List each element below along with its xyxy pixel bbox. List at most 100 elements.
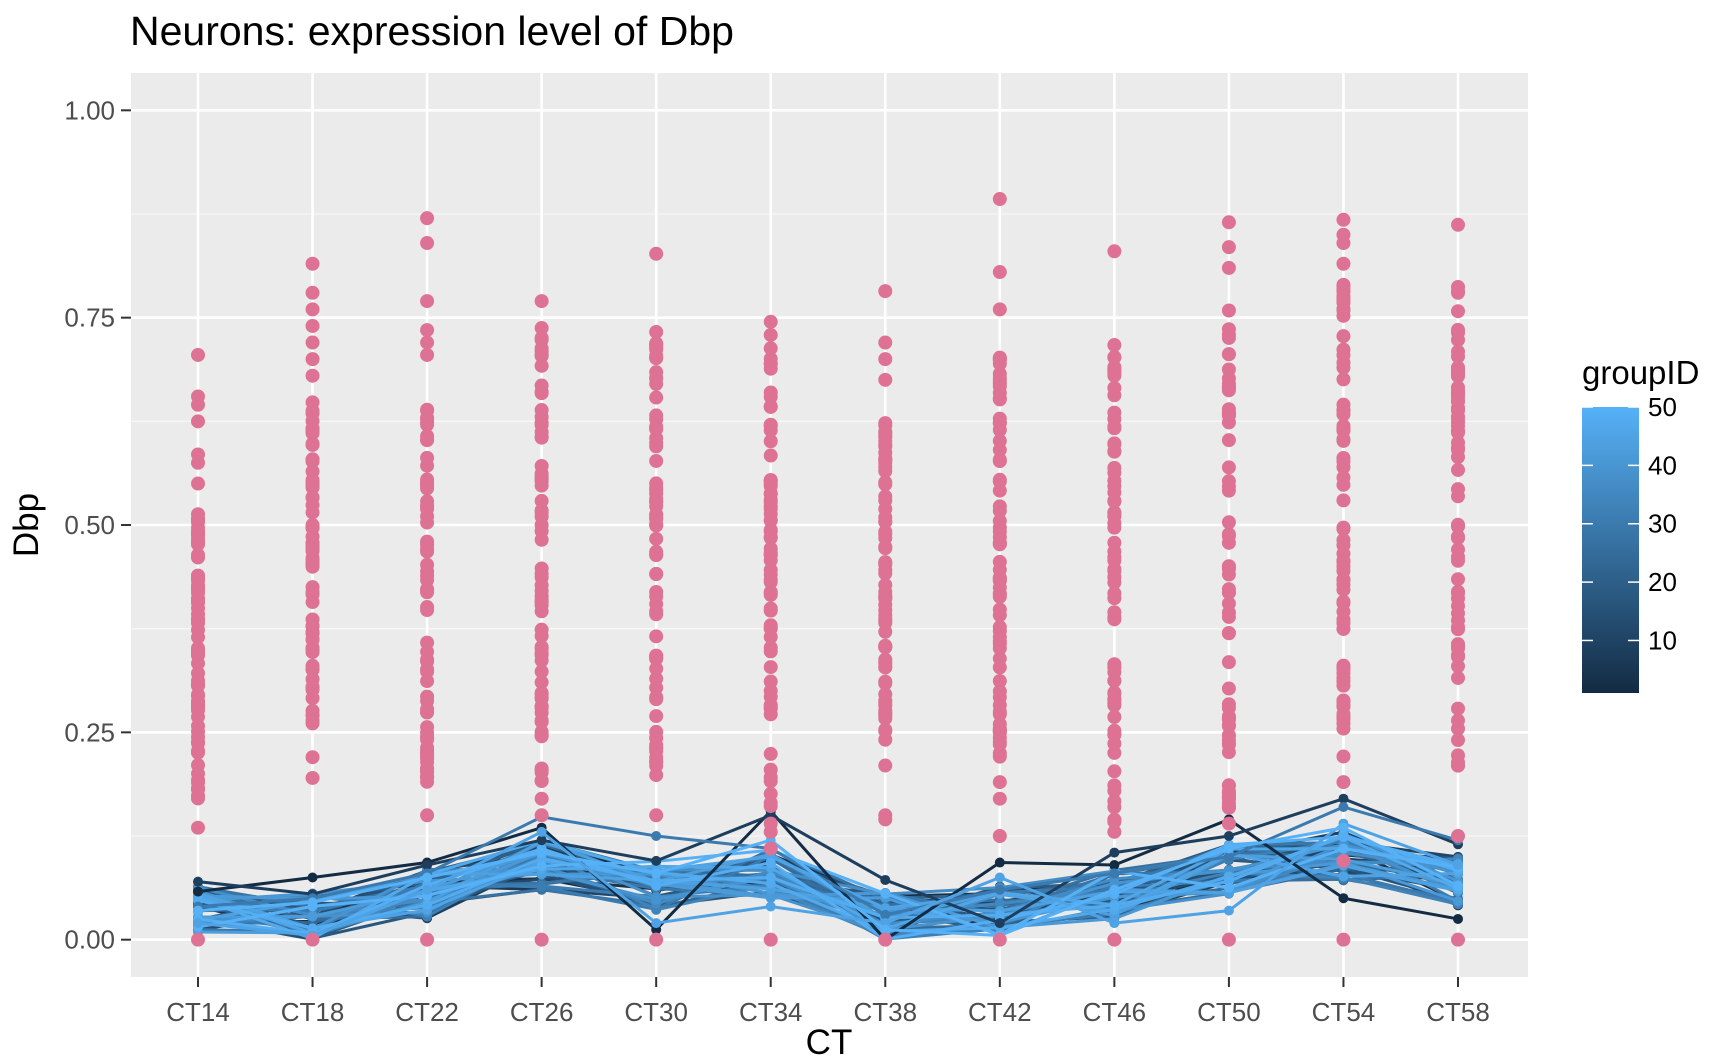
expression-point [191, 511, 205, 526]
group-point [1109, 847, 1120, 858]
expression-point [992, 376, 1007, 391]
expression-point [534, 458, 549, 473]
expression-point [534, 330, 549, 345]
expression-point [1221, 240, 1236, 255]
expression-point [1221, 260, 1236, 275]
expression-point [1451, 425, 1465, 440]
group-point [536, 826, 547, 837]
legend-tick-label: 30 [1648, 509, 1677, 539]
expression-point [1336, 212, 1351, 227]
expression-point [1221, 681, 1236, 696]
expression-point [1107, 800, 1122, 815]
x-axis: CT14 CT18 CT22 CT26 CT30 CT34 CT38 CT42 CT46 CT50… [166, 977, 1490, 1027]
x-tick-label: CT50 [1197, 997, 1261, 1027]
legend-title: groupID [1582, 354, 1700, 391]
expression-point [1336, 423, 1351, 438]
expression-point [1336, 403, 1351, 418]
expression-point [420, 335, 435, 350]
expression-point [1107, 824, 1122, 839]
expression-point [191, 414, 205, 429]
group-point [307, 911, 318, 922]
group-point [193, 886, 203, 897]
expression-point [1336, 277, 1351, 292]
expression-point [1107, 764, 1122, 779]
expression-point [1336, 256, 1351, 271]
expression-point [305, 480, 320, 495]
expression-point [649, 744, 664, 759]
expression-point [992, 392, 1007, 407]
expression-point [1336, 697, 1351, 712]
expression-point [878, 676, 893, 691]
expression-point [305, 770, 320, 785]
group-point [1223, 831, 1234, 842]
expression-point [191, 397, 205, 412]
expression-point [992, 651, 1007, 666]
expression-point [305, 256, 320, 271]
expression-point [649, 324, 664, 339]
expression-point [878, 510, 893, 525]
expression-point [1107, 485, 1122, 500]
expression-point [878, 284, 893, 299]
expression-point [1451, 713, 1465, 728]
group-point [1338, 871, 1349, 882]
x-tick-label: CT26 [510, 997, 574, 1027]
expression-point [992, 265, 1007, 280]
expression-point [763, 385, 778, 400]
expression-point [649, 808, 664, 823]
expression-point [649, 607, 664, 622]
expression-point [1451, 517, 1465, 532]
expression-point [1107, 692, 1122, 707]
expression-point [1107, 350, 1122, 365]
expression-point [649, 932, 664, 947]
expression-point [1221, 596, 1236, 611]
legend-tick-label: 10 [1648, 625, 1677, 655]
expression-point [191, 724, 205, 739]
expression-point [305, 406, 320, 421]
x-tick-label: CT38 [853, 997, 917, 1027]
expression-point [1451, 325, 1465, 340]
group-point [651, 894, 662, 905]
expression-point [878, 445, 893, 460]
y-tick-label: 0.00 [64, 925, 115, 955]
expression-point [763, 585, 778, 600]
expression-point [534, 791, 549, 806]
expression-point [1221, 626, 1236, 641]
expression-point [763, 932, 778, 947]
color-legend: 10 20 30 40 50 [1582, 392, 1677, 693]
group-point [536, 835, 547, 846]
expression-point [420, 765, 435, 780]
expression-point [763, 774, 778, 789]
expression-point [420, 932, 435, 947]
expression-point [763, 660, 778, 675]
expression-point [992, 530, 1007, 545]
expression-point [420, 745, 435, 760]
expression-point [763, 314, 778, 329]
expression-point [1336, 520, 1351, 535]
expression-point [763, 621, 778, 636]
expression-point [534, 773, 549, 788]
group-point [765, 892, 776, 903]
expression-point [191, 820, 205, 835]
expression-point [649, 390, 664, 405]
expression-point [1107, 665, 1122, 680]
expression-point [305, 452, 320, 467]
expression-point [878, 531, 893, 546]
expression-point [420, 450, 435, 465]
expression-point [649, 648, 664, 663]
legend-ticks: 10 20 30 40 50 [1582, 392, 1677, 655]
group-point [1453, 896, 1463, 907]
expression-point [763, 762, 778, 777]
expression-point [649, 597, 664, 612]
expression-point [1336, 360, 1351, 375]
group-point [1223, 843, 1234, 854]
expression-point [534, 425, 549, 440]
x-tick-label: CT54 [1312, 997, 1376, 1027]
expression-point [1336, 658, 1351, 673]
group-point [651, 868, 662, 879]
x-tick-label: CT34 [739, 997, 803, 1027]
expression-point [763, 553, 778, 568]
expression-point [1107, 932, 1122, 947]
expression-point [420, 808, 435, 823]
expression-point [534, 493, 549, 508]
expression-point [763, 824, 778, 839]
